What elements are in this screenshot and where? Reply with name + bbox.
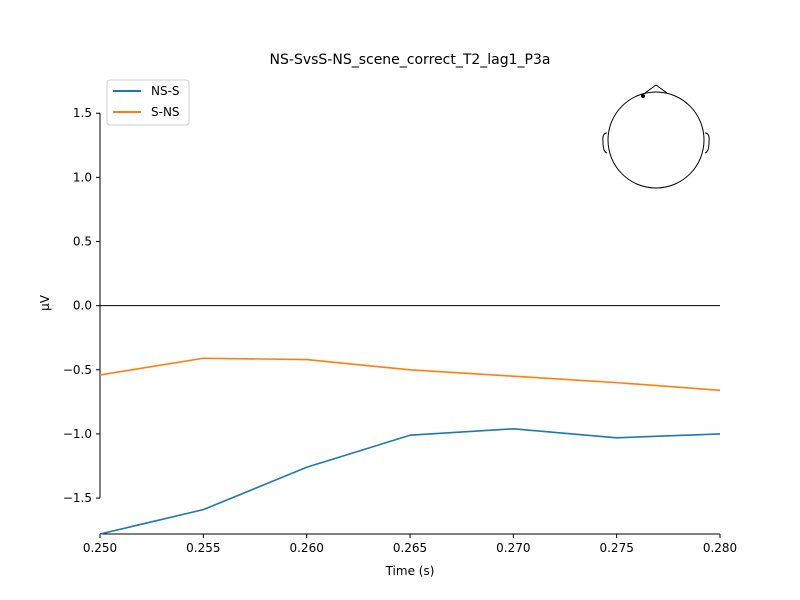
y-tick-label: 1.5 [73, 106, 92, 120]
x-axis-label: Time (s) [385, 564, 435, 578]
series-lines [99, 357, 721, 535]
x-tick-label: 0.275 [599, 541, 633, 555]
chart-title: NS-SvsS-NS_scene_correct_T2_lag1_P3a [270, 52, 551, 68]
x-ticks: 0.250 0.255 0.260 0.265 0.270 0.275 0.280 [83, 534, 737, 555]
x-tick-label: 0.270 [496, 541, 530, 555]
legend-label-s-ns: S-NS [151, 105, 180, 119]
legend: NS-S S-NS [106, 79, 190, 126]
x-tick-label: 0.260 [289, 541, 323, 555]
x-tick-label: 0.255 [186, 541, 220, 555]
y-tick-label: −1.5 [63, 491, 92, 505]
plot-area: 0.250 0.255 0.260 0.265 0.270 0.275 0.280 −1.5… [63, 106, 737, 555]
x-tick-label: 0.280 [703, 541, 737, 555]
head-left-ear [602, 132, 608, 154]
y-tick-label: 1.0 [73, 170, 92, 184]
head-outline-icon [602, 84, 710, 189]
y-tick-label: 0.5 [73, 235, 92, 249]
y-tick-label: 0.0 [73, 299, 92, 313]
head-circle [607, 91, 705, 189]
legend-label-ns-s: NS-S [151, 84, 180, 98]
sensor-dot [641, 94, 645, 98]
y-ticks: −1.5 −1.0 −0.5 0.0 0.5 1.0 1.5 [63, 106, 100, 505]
head-right-ear [704, 132, 710, 154]
y-tick-label: −0.5 [63, 363, 92, 377]
y-axis-label: µV [38, 294, 52, 311]
head-nose [644, 84, 668, 94]
series-line-ns-s [99, 428, 721, 535]
y-tick-label: −1.0 [63, 427, 92, 441]
x-tick-label: 0.265 [393, 541, 427, 555]
series-line-s-ns [99, 357, 721, 392]
x-tick-label: 0.250 [83, 541, 117, 555]
